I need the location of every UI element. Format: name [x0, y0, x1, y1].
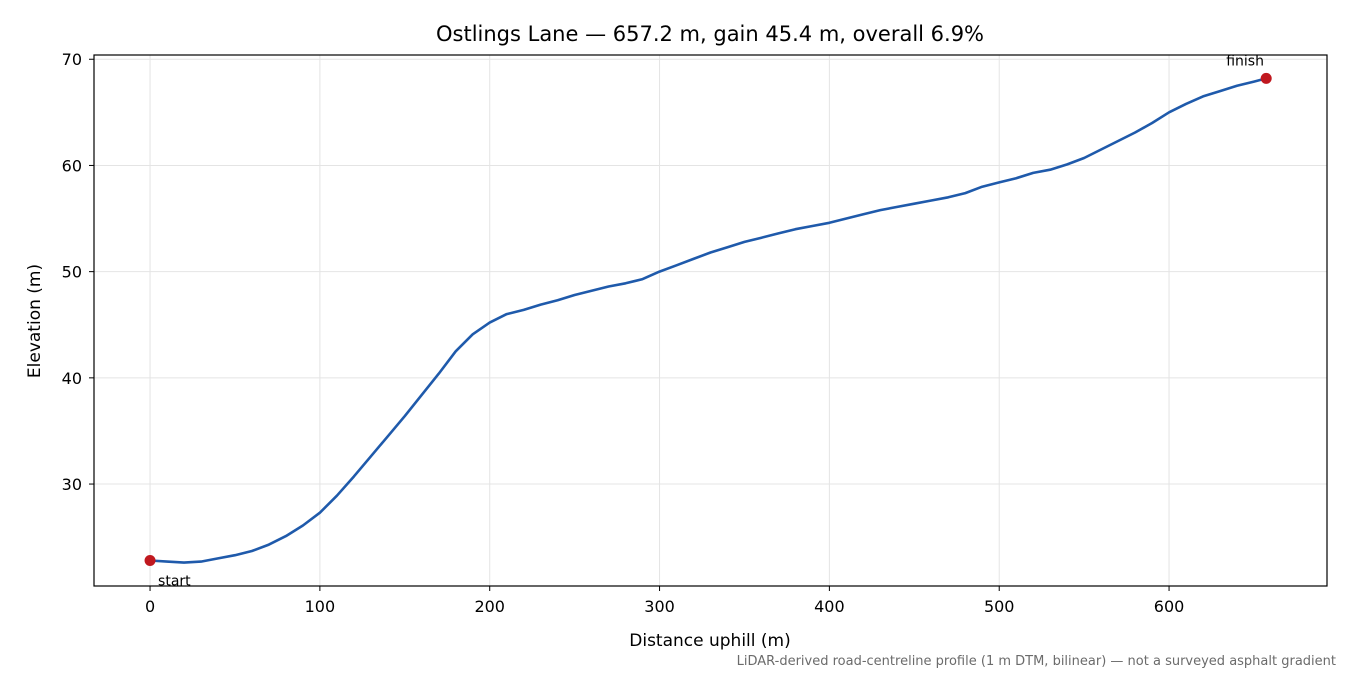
y-axis-ticks: 30 40 50 60 70 — [62, 50, 94, 494]
x-axis-ticks: 0 100 200 300 400 500 600 — [145, 586, 1184, 616]
chart-title: Ostlings Lane — 657.2 m, gain 45.4 m, ov… — [436, 22, 984, 46]
x-axis-label: Distance uphill (m) — [629, 631, 790, 651]
x-tick-label: 0 — [145, 597, 155, 616]
x-tick-label: 100 — [305, 597, 336, 616]
y-tick-label: 40 — [62, 369, 82, 388]
y-tick-label: 30 — [62, 475, 82, 494]
finish-label: finish — [1226, 53, 1264, 69]
y-tick-label: 50 — [62, 263, 82, 282]
start-marker — [144, 555, 156, 567]
y-axis-label: Elevation (m) — [25, 264, 45, 378]
y-tick-label: 70 — [62, 50, 82, 69]
y-tick-label: 60 — [62, 156, 82, 175]
x-tick-label: 400 — [814, 597, 845, 616]
grid-lines — [94, 55, 1327, 586]
elevation-line — [149, 77, 1267, 564]
x-tick-label: 500 — [984, 597, 1015, 616]
x-tick-label: 200 — [474, 597, 505, 616]
x-tick-label: 600 — [1154, 597, 1185, 616]
axes-frame — [93, 54, 1328, 587]
finish-marker — [1260, 72, 1272, 84]
start-label: start — [158, 574, 191, 590]
footnote: LiDAR-derived road-centreline profile (1… — [737, 654, 1336, 669]
x-tick-label: 300 — [644, 597, 675, 616]
